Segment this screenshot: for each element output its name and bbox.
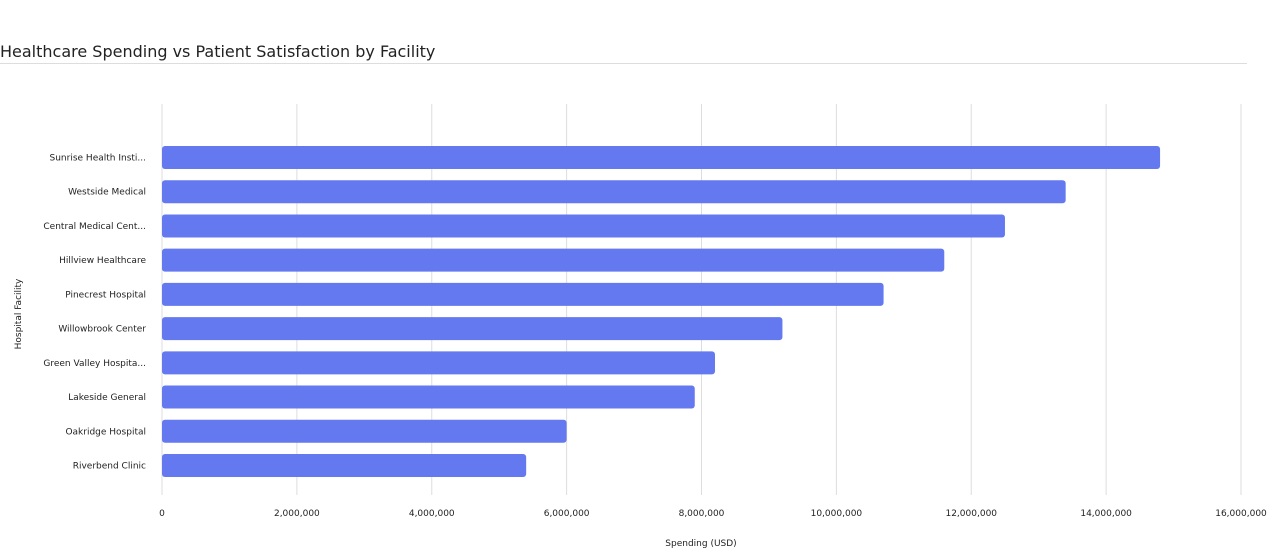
y-tick-label: Oakridge Hospital [65,427,146,437]
y-tick-label: Pinecrest Hospital [65,290,146,300]
y-tick-label: Green Valley Hospita... [43,359,146,369]
bar[interactable] [162,282,884,306]
x-tick-label: 0 [159,509,165,519]
bar[interactable] [162,248,945,272]
y-tick-label: Riverbend Clinic [73,462,146,472]
chart-title: Healthcare Spending vs Patient Satisfact… [0,42,436,61]
x-tick-label: 4,000,000 [409,509,455,519]
bar[interactable] [162,419,567,443]
y-tick-label: Willowbrook Center [58,325,146,335]
x-tick-label: 14,000,000 [1080,509,1132,519]
bar[interactable] [162,454,527,477]
x-tick-label: 16,000,000 [1215,509,1267,519]
y-axis-label: Hospital Facility [14,278,24,349]
bar[interactable] [162,351,715,375]
bar[interactable] [162,385,695,409]
x-tick-label: 6,000,000 [544,509,590,519]
x-tick-label: 12,000,000 [945,509,997,519]
x-tick-label: 2,000,000 [274,509,320,519]
x-tick-label: 8,000,000 [679,509,725,519]
x-tick-label: 10,000,000 [811,509,863,519]
bars [162,146,1161,477]
y-tick-label: Westside Medical [68,188,146,198]
bar[interactable] [162,180,1066,204]
title-divider [0,63,1247,64]
y-tick-label: Lakeside General [68,393,146,403]
y-tick-label: Central Medical Cent... [43,222,146,232]
y-tick-label: Hillview Healthcare [59,256,146,266]
y-tick-labels: Sunrise Health Insti... Westside Medical C… [43,154,146,472]
x-axis-label: Spending (USD) [665,539,736,549]
bar[interactable] [162,214,1005,238]
bar[interactable] [162,317,783,341]
y-tick-label: Sunrise Health Insti... [50,154,146,164]
bar[interactable] [162,146,1161,169]
x-tick-labels: 0 2,000,000 4,000,000 6,000,000 8,000,000 10,… [159,509,1267,519]
